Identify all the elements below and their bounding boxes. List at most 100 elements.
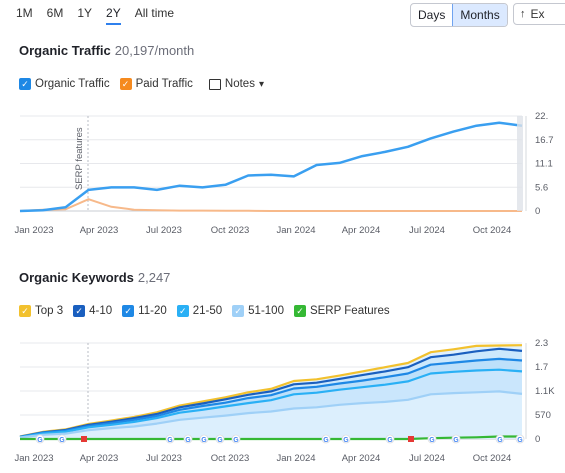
keyword-line-21-50 — [19, 368, 523, 439]
google-update-icon — [231, 434, 241, 444]
chevron-down-icon: ▾ — [258, 78, 264, 90]
traffic-legend: ✓ Organic Traffic ✓ Paid Traffic Notes ▾ — [19, 78, 264, 90]
checkbox-checked-icon: ✓ — [122, 305, 135, 317]
x-tick-label: Jan 2024 — [276, 453, 315, 464]
y-tick-label: 570 — [535, 410, 551, 421]
y-tick-label: 16.7 — [535, 135, 554, 146]
google-g-glyph: G — [343, 437, 349, 444]
flag-icon — [408, 436, 414, 442]
legend-organic-traffic[interactable]: ✓ Organic Traffic — [19, 78, 110, 90]
google-g-glyph: G — [217, 437, 223, 444]
export-label: Ex — [530, 7, 545, 21]
organic-traffic-chart: 22. 16.7 11.1 5.6 0 Jan 2023 Apr 2023 Jul 2023 O… — [14, 111, 554, 236]
google-update-icon — [215, 434, 225, 444]
google-update-icon — [57, 434, 67, 444]
y-tick-label: 0 — [535, 206, 540, 217]
notes-dropdown[interactable]: Notes ▾ — [208, 78, 264, 90]
google-g-glyph: G — [185, 437, 191, 444]
checkbox-checked-icon: ✓ — [119, 78, 132, 90]
google-update-icon — [35, 434, 45, 444]
x-tick-label: Jan 2023 — [14, 225, 53, 236]
google-update-icon — [165, 434, 175, 444]
tab-6m[interactable]: 6M — [46, 6, 64, 20]
keyword-line-serp-features — [20, 435, 522, 441]
organic-keywords-title: Organic Keywords 2,247 — [19, 270, 170, 285]
legend-11-20[interactable]: ✓ 11-20 — [122, 305, 167, 317]
x-tick-label: Jan 2023 — [14, 453, 53, 464]
notes-label: Notes — [224, 78, 255, 90]
legend-label: SERP Features — [309, 305, 390, 317]
google-update-icon — [451, 434, 461, 444]
google-update-icon — [515, 434, 525, 444]
legend-21-50[interactable]: ✓ 21-50 — [176, 305, 223, 317]
organic-keywords-chart: 2.3 1.7 1.1K 570 0 Jan 2023 Apr 2023 Jul 2023 Oc… — [14, 338, 555, 464]
google-g-glyph: G — [201, 437, 207, 444]
legend-top-3[interactable]: ✓ Top 3 — [19, 305, 63, 317]
range-tabs: 1M 6M 1Y 2Y All time — [16, 6, 188, 25]
x-tick-label: Jul 2023 — [146, 225, 182, 236]
google-g-glyph: G — [59, 437, 65, 444]
x-tick-label: Oct 2023 — [211, 225, 250, 236]
days-button[interactable]: Days — [418, 8, 446, 22]
google-update-icon — [427, 434, 437, 444]
y-tick-label: 22. — [535, 111, 548, 122]
legend-label: 51-100 — [248, 305, 284, 317]
legend-serp-features[interactable]: ✓ SERP Features — [293, 305, 390, 317]
y-tick-label: 1.7 — [535, 362, 548, 373]
export-icon: ↑ — [520, 8, 526, 20]
keyword-line-4-10 — [19, 347, 523, 438]
legend-organic-label: Organic Traffic — [35, 78, 110, 90]
x-tick-label: Oct 2023 — [211, 453, 250, 464]
google-update-icon — [199, 434, 209, 444]
legend-label: 4-10 — [89, 305, 113, 317]
keyword-area-4 — [20, 391, 522, 439]
x-tick-label: Jul 2024 — [409, 225, 445, 236]
google-g-glyph: G — [323, 437, 329, 444]
checkbox-checked-icon: ✓ — [293, 305, 306, 317]
flag-icon — [81, 436, 87, 442]
x-tick-label: Apr 2023 — [80, 453, 119, 464]
note-icon — [208, 78, 221, 90]
tab-1y[interactable]: 1Y — [77, 6, 93, 20]
organic-traffic-heading: Organic Traffic — [19, 43, 111, 58]
months-button[interactable]: Months — [452, 4, 507, 26]
legend-label: 21-50 — [192, 305, 223, 317]
x-tick-label: Jul 2024 — [409, 453, 445, 464]
checkbox-checked-icon: ✓ — [19, 305, 31, 317]
legend-51-100[interactable]: ✓ 51-100 — [232, 305, 284, 317]
google-g-glyph: G — [387, 437, 393, 444]
google-g-glyph: G — [453, 437, 459, 444]
y-tick-label: 2.3 — [535, 338, 548, 349]
legend-label: 11-20 — [138, 305, 167, 317]
organic-traffic-title: Organic Traffic 20,197/month — [19, 43, 194, 58]
legend-paid-traffic[interactable]: ✓ Paid Traffic — [119, 78, 193, 90]
tab-all-time[interactable]: All time — [134, 6, 175, 20]
organic-keywords-value: 2,247 — [137, 270, 171, 285]
granularity-toggle: Days Months — [410, 3, 508, 27]
x-tick-label: Apr 2024 — [342, 225, 381, 236]
keyword-line-11-20 — [19, 357, 523, 438]
google-g-glyph: G — [497, 437, 503, 444]
keyword-line-51-100 — [19, 390, 523, 439]
google-update-icon — [385, 434, 395, 444]
y-tick-label: 11.1 — [535, 159, 553, 170]
tab-2y[interactable]: 2Y — [106, 6, 121, 25]
x-tick-label: Oct 2024 — [473, 453, 512, 464]
checkbox-checked-icon: ✓ — [176, 305, 189, 317]
google-g-glyph: G — [37, 437, 43, 444]
legend-4-10[interactable]: ✓ 4-10 — [73, 305, 112, 317]
y-tick-label: 5.6 — [535, 182, 548, 193]
google-g-glyph: G — [233, 437, 239, 444]
tab-1m[interactable]: 1M — [16, 6, 33, 20]
legend-label: Top 3 — [35, 305, 64, 317]
y-tick-label: 0 — [535, 434, 540, 445]
x-tick-label: Oct 2024 — [473, 225, 512, 236]
x-tick-label: Jul 2023 — [146, 453, 182, 464]
google-update-icon — [341, 434, 351, 444]
google-update-icon — [495, 434, 505, 444]
x-tick-label: Apr 2024 — [342, 453, 381, 464]
export-button[interactable]: ↑ Ex — [513, 3, 565, 25]
google-g-glyph: G — [167, 437, 173, 444]
checkbox-checked-icon: ✓ — [73, 305, 86, 317]
checkbox-checked-icon: ✓ — [232, 305, 245, 317]
